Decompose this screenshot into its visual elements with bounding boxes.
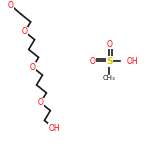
Text: O: O: [22, 27, 28, 36]
Text: O: O: [38, 98, 44, 107]
Text: O: O: [90, 57, 96, 66]
Text: CH₃: CH₃: [103, 75, 116, 81]
Text: O: O: [8, 1, 14, 10]
Text: O: O: [106, 40, 112, 49]
Text: OH: OH: [48, 124, 60, 133]
Text: S: S: [106, 57, 113, 66]
Text: O: O: [30, 63, 36, 72]
Text: OH: OH: [126, 57, 138, 66]
